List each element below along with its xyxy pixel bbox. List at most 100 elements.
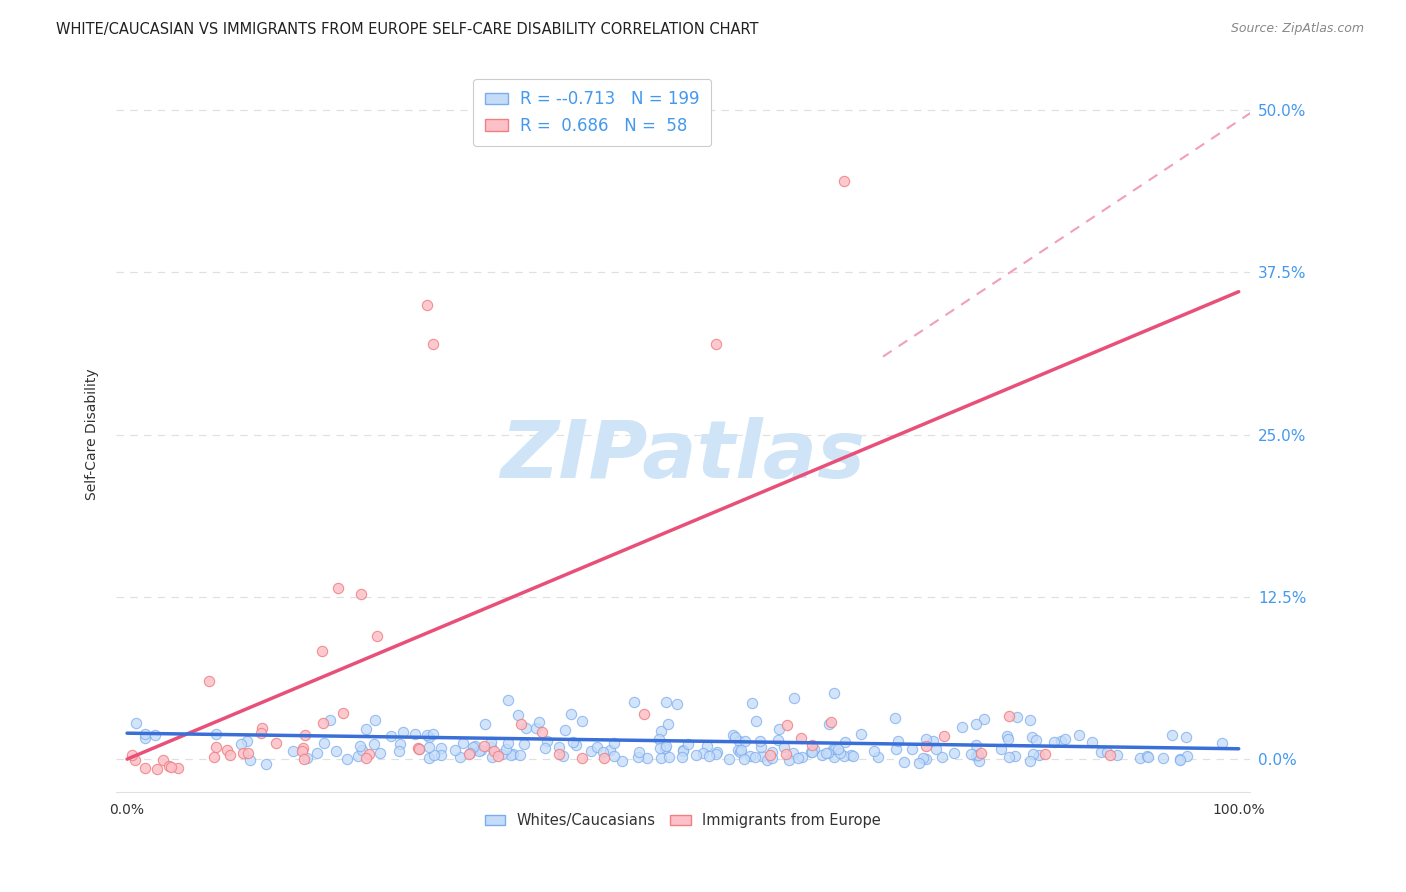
Point xyxy=(778,753,800,767)
Point xyxy=(657,716,679,731)
Point xyxy=(603,748,626,763)
Point xyxy=(1152,750,1174,764)
Point xyxy=(650,751,672,765)
Point xyxy=(121,747,143,762)
Point xyxy=(1095,745,1118,759)
Point xyxy=(744,750,766,764)
Point xyxy=(422,336,444,351)
Point xyxy=(474,739,496,753)
Point xyxy=(502,747,524,762)
Point xyxy=(741,696,763,710)
Point xyxy=(328,581,350,595)
Point xyxy=(772,739,794,754)
Point xyxy=(801,745,824,759)
Point xyxy=(418,750,440,764)
Point xyxy=(932,729,955,743)
Point xyxy=(157,759,180,773)
Point xyxy=(966,716,988,731)
Point xyxy=(832,174,855,188)
Point xyxy=(970,747,993,761)
Point xyxy=(862,744,884,758)
Point xyxy=(536,734,558,748)
Point xyxy=(250,725,273,739)
Point xyxy=(458,746,481,760)
Point xyxy=(1170,752,1192,766)
Point xyxy=(718,752,741,766)
Point xyxy=(866,750,889,764)
Point xyxy=(392,724,415,739)
Point xyxy=(430,748,453,763)
Point xyxy=(1137,750,1160,764)
Point xyxy=(495,742,517,756)
Point xyxy=(960,747,983,762)
Point xyxy=(623,695,645,709)
Point xyxy=(787,751,810,765)
Point xyxy=(264,736,287,750)
Point xyxy=(236,746,259,760)
Point xyxy=(1129,751,1152,765)
Point xyxy=(814,746,837,760)
Point xyxy=(782,746,804,760)
Point xyxy=(464,739,486,754)
Point xyxy=(907,756,929,770)
Point xyxy=(408,742,430,756)
Text: WHITE/CAUCASIAN VS IMMIGRANTS FROM EUROPE SELF-CARE DISABILITY CORRELATION CHART: WHITE/CAUCASIAN VS IMMIGRANTS FROM EUROP… xyxy=(56,22,759,37)
Point xyxy=(229,737,252,751)
Point xyxy=(134,761,156,775)
Point xyxy=(823,685,845,699)
Point xyxy=(671,743,693,757)
Point xyxy=(581,744,603,758)
Point xyxy=(730,743,752,757)
Point xyxy=(560,707,582,722)
Point xyxy=(1090,745,1112,759)
Point xyxy=(484,744,506,758)
Point xyxy=(294,752,316,766)
Point xyxy=(125,716,148,731)
Point xyxy=(474,717,496,731)
Point xyxy=(745,714,768,728)
Point xyxy=(418,740,440,755)
Point xyxy=(281,744,304,758)
Point xyxy=(761,750,783,764)
Point xyxy=(672,743,695,757)
Point xyxy=(239,753,262,767)
Point xyxy=(839,748,862,763)
Point xyxy=(254,757,277,772)
Point xyxy=(524,721,547,735)
Point xyxy=(319,713,342,727)
Point xyxy=(457,747,479,761)
Point xyxy=(1004,749,1026,764)
Point xyxy=(418,730,440,744)
Point xyxy=(325,744,347,758)
Point xyxy=(768,722,790,736)
Point xyxy=(1049,733,1071,747)
Point xyxy=(380,729,402,743)
Point xyxy=(416,298,439,312)
Point xyxy=(481,750,503,764)
Point xyxy=(548,747,571,762)
Point xyxy=(834,735,856,749)
Point xyxy=(627,745,650,759)
Point xyxy=(145,728,167,742)
Point xyxy=(931,750,953,764)
Point xyxy=(250,721,273,735)
Point xyxy=(202,750,225,764)
Point xyxy=(1028,747,1050,762)
Point xyxy=(363,737,385,751)
Point xyxy=(198,674,221,689)
Point xyxy=(510,717,533,731)
Point xyxy=(336,752,359,766)
Point xyxy=(692,747,714,761)
Point xyxy=(461,739,484,754)
Point xyxy=(654,695,676,709)
Point xyxy=(610,754,633,768)
Point xyxy=(766,732,789,747)
Point xyxy=(449,750,471,764)
Point xyxy=(408,742,430,756)
Point xyxy=(408,740,430,755)
Point xyxy=(749,739,772,754)
Point xyxy=(146,762,169,776)
Text: Source: ZipAtlas.com: Source: ZipAtlas.com xyxy=(1230,22,1364,36)
Point xyxy=(967,754,990,768)
Point xyxy=(205,726,228,740)
